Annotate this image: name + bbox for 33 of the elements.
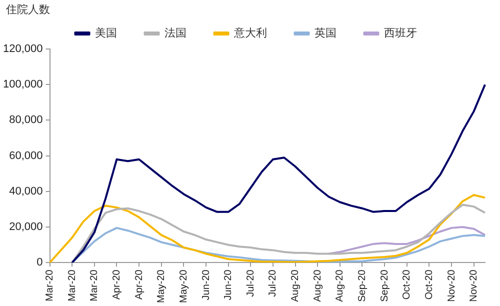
legend-label: 英国: [314, 26, 336, 40]
x-tick-label: Apr-20: [111, 269, 122, 300]
x-tick-label: May-20: [156, 269, 168, 304]
y-tick-label: 0: [36, 256, 43, 269]
y-tick-label: 40,000: [9, 185, 43, 198]
y-tick-label: 100,000: [2, 78, 43, 91]
y-axis-title: 住院人数: [6, 2, 50, 17]
x-tick-label: Mar-20: [89, 269, 100, 302]
legend-label: 西班牙: [384, 26, 417, 40]
x-tick-label: Apr-20: [134, 269, 145, 300]
legend-label: 美国: [94, 26, 117, 40]
y-tick-label: 20,000: [9, 221, 43, 234]
x-tick-label: Nov-20: [446, 269, 458, 302]
y-tick-label: 80,000: [9, 114, 43, 126]
x-tick-label: Aug-20: [312, 269, 324, 302]
x-tick-label: Oct-20: [402, 269, 413, 300]
x-tick-label: Jun-20: [223, 269, 234, 300]
x-tick-label: Jul-20: [268, 269, 279, 297]
x-tick-label: Aug-20: [334, 269, 346, 302]
x-tick-label: Mar-20: [44, 269, 56, 302]
y-tick-label: 120,000: [2, 43, 43, 56]
x-tick-label: Mar-20: [66, 269, 78, 302]
x-tick-label: Jul-20: [245, 269, 256, 297]
x-tick-label: Sep-20: [356, 269, 368, 302]
x-tick-label: Sep-20: [379, 269, 390, 302]
x-tick-label: Oct-20: [424, 269, 435, 300]
legend-label: 法国: [164, 26, 186, 40]
y-tick-label: 60,000: [9, 150, 43, 162]
x-tick-label: Jun-20: [200, 269, 212, 300]
x-tick-label: May-20: [178, 269, 190, 304]
x-tick-label: Nov-20: [468, 269, 480, 302]
x-tick-label: Aug-20: [290, 269, 302, 302]
legend-label: 意大利: [232, 26, 267, 40]
